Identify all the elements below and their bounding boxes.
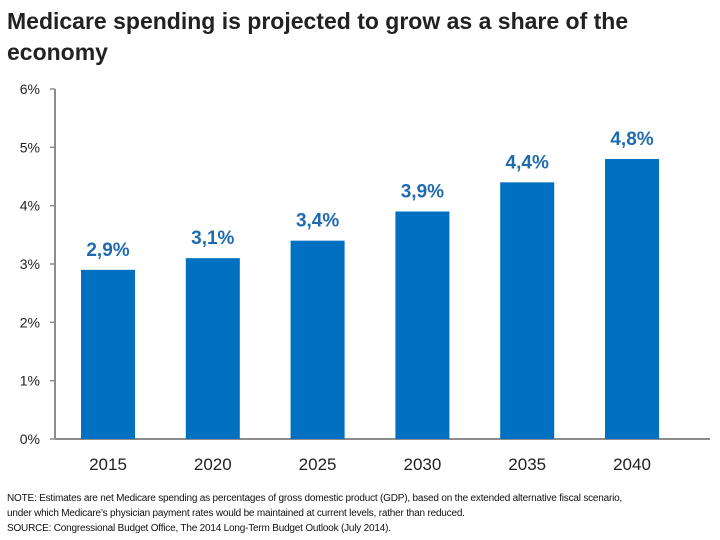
bar-2030 bbox=[395, 211, 450, 439]
data-label: 3,1% bbox=[191, 228, 234, 249]
x-tick-label: 2040 bbox=[613, 455, 651, 474]
bar-2040 bbox=[605, 159, 659, 439]
x-tick-label: 2020 bbox=[194, 455, 232, 474]
x-tick-label: 2030 bbox=[403, 455, 441, 474]
y-tick-label: 5% bbox=[20, 139, 40, 155]
x-tick-label: 2025 bbox=[299, 455, 337, 474]
y-tick-label: 3% bbox=[20, 256, 40, 272]
y-tick-label: 4% bbox=[20, 198, 40, 214]
data-label: 3,4% bbox=[296, 211, 339, 232]
y-tick-label: 0% bbox=[20, 431, 40, 447]
bar-2035 bbox=[500, 182, 555, 440]
bar-2020 bbox=[185, 258, 240, 439]
chart-title: Medicare spending is projected to grow a… bbox=[7, 8, 629, 65]
source-line: SOURCE: Congressional Budget Office, The… bbox=[7, 523, 391, 534]
y-tick-label: 1% bbox=[20, 373, 40, 389]
bar-2015 bbox=[81, 269, 135, 439]
bar-2025 bbox=[290, 240, 345, 439]
data-label: 2,9% bbox=[86, 240, 129, 261]
data-label: 4,4% bbox=[506, 152, 549, 173]
bar-chart: 0% 1% 2% 3% 4% 5% 6% 2,9% 2015 3,1% 2020 3,4% 2025 3,… bbox=[20, 81, 710, 474]
x-tick-label: 2035 bbox=[508, 455, 546, 474]
data-label: 4,8% bbox=[610, 129, 653, 150]
data-label: 3,9% bbox=[401, 182, 444, 203]
y-tick-label: 2% bbox=[20, 314, 40, 330]
chart-notes: NOTE: Estimates are net Medicare spendin… bbox=[7, 491, 719, 536]
note-line-2: under which Medicare’s physician payment… bbox=[7, 508, 465, 519]
y-tick-label: 6% bbox=[20, 81, 40, 97]
x-tick-label: 2015 bbox=[89, 455, 127, 474]
note-line-1: NOTE: Estimates are net Medicare spendin… bbox=[7, 493, 623, 504]
